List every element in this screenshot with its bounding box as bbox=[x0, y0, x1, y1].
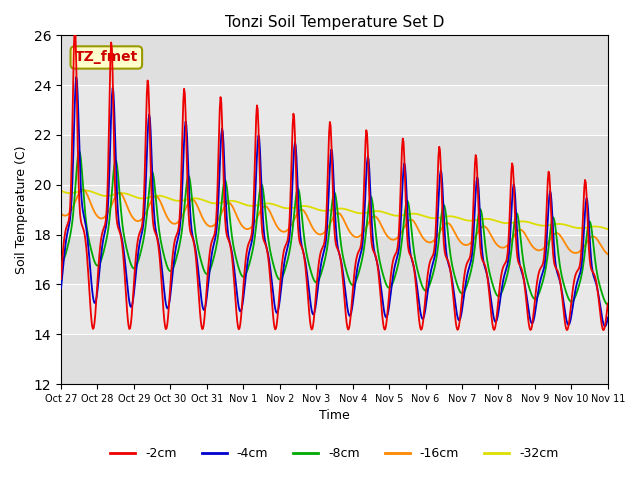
Legend: -2cm, -4cm, -8cm, -16cm, -32cm: -2cm, -4cm, -8cm, -16cm, -32cm bbox=[105, 442, 564, 465]
X-axis label: Time: Time bbox=[319, 409, 350, 422]
Bar bbox=[61, 135, 608, 185]
Text: TZ_fmet: TZ_fmet bbox=[75, 50, 138, 64]
Bar bbox=[61, 235, 608, 284]
Bar bbox=[61, 334, 608, 384]
Bar bbox=[61, 36, 608, 85]
Title: Tonzi Soil Temperature Set D: Tonzi Soil Temperature Set D bbox=[225, 15, 444, 30]
Y-axis label: Soil Temperature (C): Soil Temperature (C) bbox=[15, 145, 28, 274]
